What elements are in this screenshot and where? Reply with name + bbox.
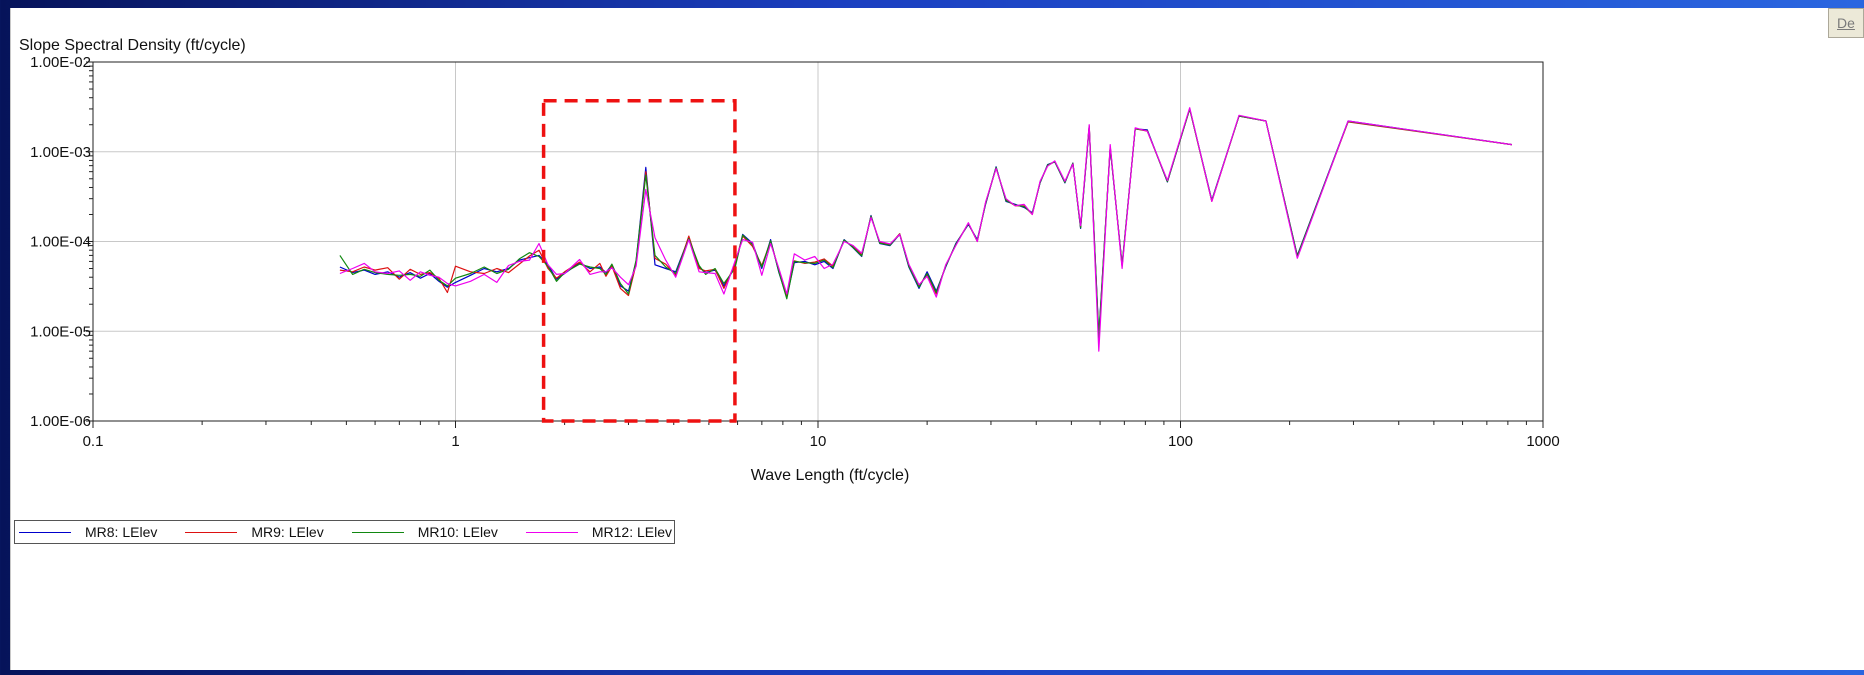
x-tick-label: 10 — [810, 433, 827, 450]
y-axis-title: Slope Spectral Density (ft/cycle) — [19, 37, 246, 54]
plot-frame — [92, 61, 1544, 422]
gridlines — [93, 62, 1543, 421]
y-tick-label: 1.00E-05 — [30, 323, 91, 340]
y-tick-label: 1.00E-04 — [30, 234, 91, 251]
legend-item: MR10: LElev — [351, 524, 498, 540]
y-tick-label: 1.00E-02 — [30, 54, 91, 71]
plot-border — [92, 61, 1544, 422]
legend-item: MR8: LElev — [19, 524, 157, 540]
highlight-box — [541, 99, 737, 423]
x-tick-label: 0.1 — [83, 433, 104, 450]
legend-swatch — [19, 531, 71, 533]
legend-label: MR10: LElev — [417, 524, 498, 540]
legend-swatch — [185, 531, 238, 533]
chart-window: Slope Spectral Density (ft/cycle) Wave L… — [10, 8, 1864, 670]
corner-button[interactable]: De — [1828, 8, 1864, 38]
legend-label: MR12: LElev — [591, 524, 673, 540]
series-line-4 — [339, 107, 1512, 352]
legend-swatch — [525, 531, 578, 533]
series-line-1 — [339, 108, 1512, 336]
legend: MR8: LElev MR9: LElev MR10: LElev MR12: LEl… — [14, 520, 676, 544]
legend-label: MR9: LElev — [251, 524, 324, 540]
y-tick-label: 1.00E-03 — [30, 144, 91, 161]
legend-item: MR12: LElev — [525, 524, 673, 540]
spectral-density-chart: Slope Spectral Density (ft/cycle) Wave L… — [19, 37, 1560, 484]
series-line-2 — [339, 108, 1512, 341]
series-lines — [339, 107, 1512, 352]
axis-ticks: 0.1 1 10 100 1000 1.00E-06 1.00E-05 1.00E-04 1.0… — [30, 54, 1560, 450]
legend-item: MR9: LElev — [185, 524, 324, 540]
series-line-3 — [339, 108, 1512, 339]
y-tick-label: 1.00E-06 — [30, 413, 91, 430]
annotation — [541, 99, 737, 423]
legend-swatch — [351, 531, 404, 533]
legend-label: MR8: LElev — [85, 524, 158, 540]
x-axis-title: Wave Length (ft/cycle) — [751, 467, 910, 484]
x-tick-label: 100 — [1168, 433, 1193, 450]
x-tick-label: 1000 — [1526, 433, 1559, 450]
x-tick-label: 1 — [451, 433, 459, 450]
